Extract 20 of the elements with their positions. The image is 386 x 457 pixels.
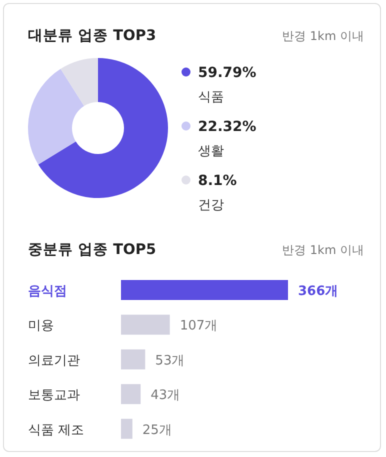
data-label: 25개 bbox=[142, 422, 172, 438]
data-label: 59.79% bbox=[198, 65, 256, 81]
y-tick-label: 식품 제조 bbox=[28, 422, 84, 438]
text: 반경 1km 이내 bbox=[282, 29, 364, 43]
y-tick-label: 미용 bbox=[28, 318, 54, 334]
chart-title: 대분류 업종 TOP3 bbox=[28, 28, 156, 44]
legend-label: 건강 bbox=[198, 198, 224, 213]
data-label: 43개 bbox=[150, 388, 180, 404]
y-tick-label: 의료기관 bbox=[28, 353, 80, 368]
legend-label: 생활 bbox=[198, 144, 224, 159]
legend-label: 식품 bbox=[198, 90, 224, 105]
y-tick-label: 보통교과 bbox=[28, 388, 80, 404]
data-label: 8.1% bbox=[198, 173, 237, 189]
chart-title: 중분류 업종 TOP5 bbox=[28, 242, 156, 258]
data-label: 53개 bbox=[155, 353, 185, 368]
data-label: 366개 bbox=[298, 284, 338, 299]
y-tick-label: 음식점 bbox=[28, 284, 67, 299]
text: 반경 1km 이내 bbox=[282, 243, 364, 257]
data-label: 107개 bbox=[180, 318, 218, 334]
data-label: 22.32% bbox=[198, 119, 256, 135]
